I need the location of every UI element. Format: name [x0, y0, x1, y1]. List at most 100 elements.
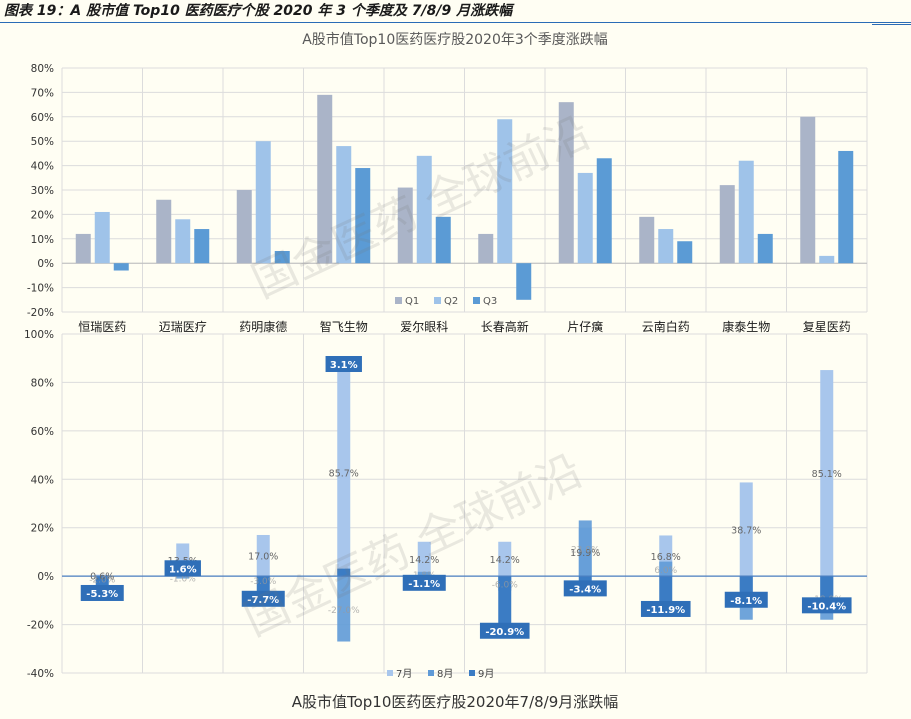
chart2-label-jul: 85.7%: [329, 468, 359, 479]
chart1-bar: [819, 255, 835, 264]
chart2-sep-label-box: [563, 580, 607, 597]
chart2-legend-swatch: [387, 670, 393, 676]
chart2-sep-label: -11.9%: [646, 605, 685, 616]
title-rule-accent: [872, 24, 911, 25]
chart2-legend-label: 7月: [396, 668, 412, 680]
chart1-bar: [94, 211, 110, 264]
chart1-bar: [677, 241, 693, 264]
chart2-bar-jul: [256, 534, 270, 577]
chart2-bar-sep: [578, 576, 592, 585]
title-rule: [0, 22, 911, 23]
chart1-bar: [558, 102, 574, 264]
chart1-category-label: 恒瑞医药: [78, 320, 126, 334]
chart2-label-jul: 16.8%: [651, 552, 681, 563]
chart2-bar-jul: [820, 370, 834, 577]
chart2-bar-jul: [498, 541, 512, 577]
chart2-label-aug: -27.0%: [328, 606, 360, 616]
chart1-category-label: 智飞生物: [320, 319, 368, 334]
chart1-legend-label: Q1: [405, 296, 419, 307]
chart1-category-label: 迈瑞医疗: [159, 320, 207, 334]
chart1-bar: [738, 160, 754, 264]
chart1-bar: [478, 233, 494, 264]
chart2-sep-label-box: [402, 574, 446, 591]
chart2-sep-label: 1.6%: [169, 564, 197, 575]
chart1-bar: [113, 263, 129, 271]
chart1-bar: [596, 158, 612, 264]
chart2-bar-sep: [256, 576, 270, 595]
chart1-ytick-label: 40%: [31, 161, 54, 173]
chart1-bar: [236, 190, 252, 264]
chart1-ytick-label: 70%: [31, 87, 54, 99]
chart2-legend-swatch: [428, 670, 434, 676]
chart2-bar-jul: [95, 574, 109, 577]
chart1-ytick-label: -10%: [27, 283, 54, 295]
chart1-legend-swatch: [395, 297, 402, 304]
chart2-label-aug: -3.0%: [250, 577, 277, 587]
chart1-ytick-label: 60%: [31, 112, 54, 124]
chart1-category-label: 复星医药: [803, 320, 851, 334]
chart2-bar-jul: [417, 541, 431, 577]
chart1-category-label: 云南白药: [642, 319, 690, 334]
chart1-bar: [317, 94, 333, 264]
chart1-category-label: 长春高新: [481, 319, 529, 334]
chart2-ytick-label: 100%: [24, 329, 54, 341]
chart2-label-jul: 14.2%: [409, 555, 439, 566]
chart2-sep-label: -20.9%: [485, 627, 524, 638]
chart2-bar-sep: [498, 576, 512, 627]
chart2-sep-label-box: [164, 560, 201, 577]
chart2-label-jul: 17.0%: [248, 552, 278, 563]
chart2-sep-label: -8.1%: [730, 596, 762, 607]
chart1-bar: [639, 216, 655, 264]
chart2-ytick-label: 80%: [31, 377, 54, 389]
chart1-bar: [194, 229, 210, 264]
chart2-sep-label-box: [640, 600, 691, 617]
chart1-bar: [577, 172, 593, 264]
chart2-bar-sep: [337, 568, 351, 577]
chart1-ytick-label: 80%: [31, 63, 54, 75]
chart1-bar: [497, 119, 513, 264]
chart1-ytick-label: -20%: [27, 307, 54, 319]
chart2-bar-sep: [820, 576, 834, 602]
chart2-sep-label: -3.4%: [569, 584, 601, 595]
chart2-legend-label: 8月: [437, 668, 453, 680]
chart2-label-aug: -2.0%: [89, 576, 116, 586]
chart1-bar: [355, 168, 371, 264]
chart1-bar: [416, 155, 432, 264]
chart1-category-label: 爱尔眼科: [400, 319, 448, 334]
chart2-label-aug: -1.0%: [170, 574, 197, 584]
chart1-legend-swatch: [473, 297, 480, 304]
chart2-sep-label: 3.1%: [330, 360, 358, 371]
chart2-ytick-label: 0%: [37, 571, 54, 583]
chart1-ytick-label: 50%: [31, 136, 54, 148]
chart1-ytick-label: 20%: [31, 209, 54, 221]
chart1-bar: [800, 116, 816, 264]
chart2-label-jul: 85.1%: [812, 469, 842, 480]
chart2-sep-label-box: [241, 590, 285, 607]
chart2-sep-label: -5.3%: [86, 589, 118, 600]
chart2-bar-aug: [417, 571, 431, 577]
chart2-label-jul: 0.6%: [90, 571, 114, 582]
chart1-bar: [274, 251, 290, 264]
chart2-bar-sep: [659, 576, 673, 605]
chart1-legend-swatch: [434, 297, 441, 304]
chart1-legend-label: Q3: [483, 296, 497, 307]
chart1-bar: [75, 233, 91, 264]
chart1-category-label: 康泰生物: [722, 319, 770, 334]
chart2-sep-label-box: [724, 591, 768, 608]
chart2-bar-jul: [337, 368, 351, 577]
chart1-ytick-label: 0%: [37, 258, 54, 270]
chart1-bar: [175, 219, 191, 264]
chart1-bar: [516, 263, 532, 300]
chart2-ytick-label: -40%: [27, 668, 54, 680]
chart2-sep-label: -1.1%: [408, 579, 440, 590]
chart2-sep-label-box: [80, 584, 124, 601]
chart2-label-aug: 6.0%: [654, 566, 677, 576]
chart2-bar-aug: [337, 576, 351, 642]
chart2-title: A股市值Top10医药医疗股2020年7/8/9月涨跌幅: [292, 693, 619, 711]
chart1-legend-label: Q2: [444, 296, 458, 307]
chart2-bar-aug: [176, 576, 190, 579]
chart2-bar-sep: [739, 576, 753, 596]
chart2-sep-label-box: [325, 356, 362, 372]
chart2-sep-label-box: [801, 597, 852, 614]
